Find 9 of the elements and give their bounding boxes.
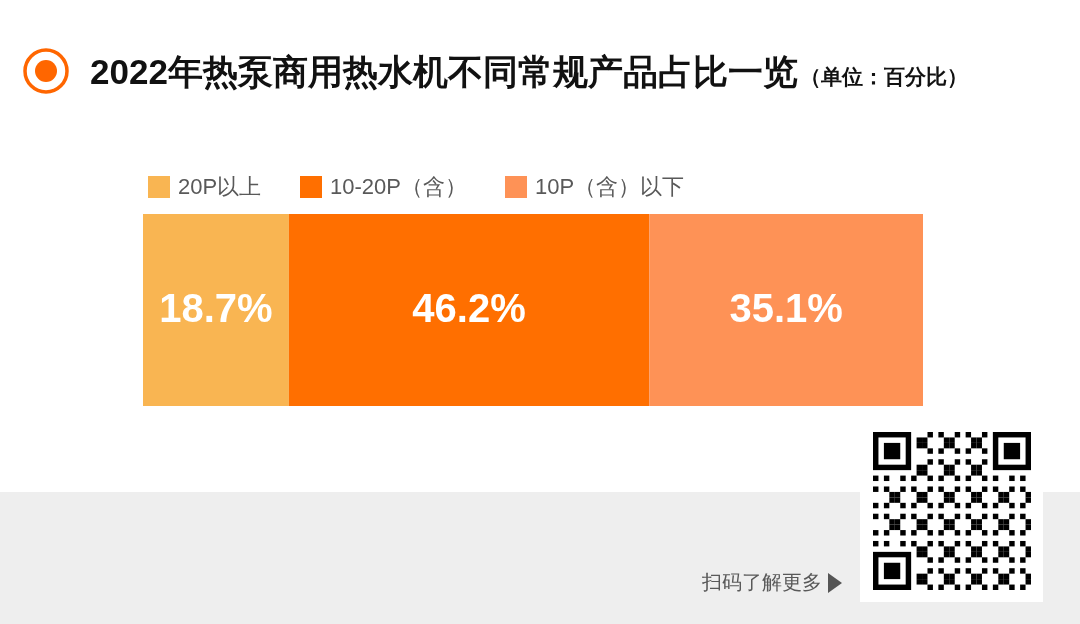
legend-label: 20P以上 <box>178 174 262 199</box>
data-label: 18.7% <box>159 286 273 330</box>
legend-label: 10P（含）以下 <box>535 174 685 199</box>
data-label: 35.1% <box>729 286 843 330</box>
chart-subtitle: （单位：百分比） <box>799 65 968 88</box>
text: 扫码了解更多 <box>702 570 822 595</box>
data-label: 46.2% <box>412 286 526 330</box>
legend-label: 10-20P（含） <box>330 174 467 199</box>
chart-title: 2022年热泵商用热水机不同常规产品占比一览 <box>90 52 798 91</box>
